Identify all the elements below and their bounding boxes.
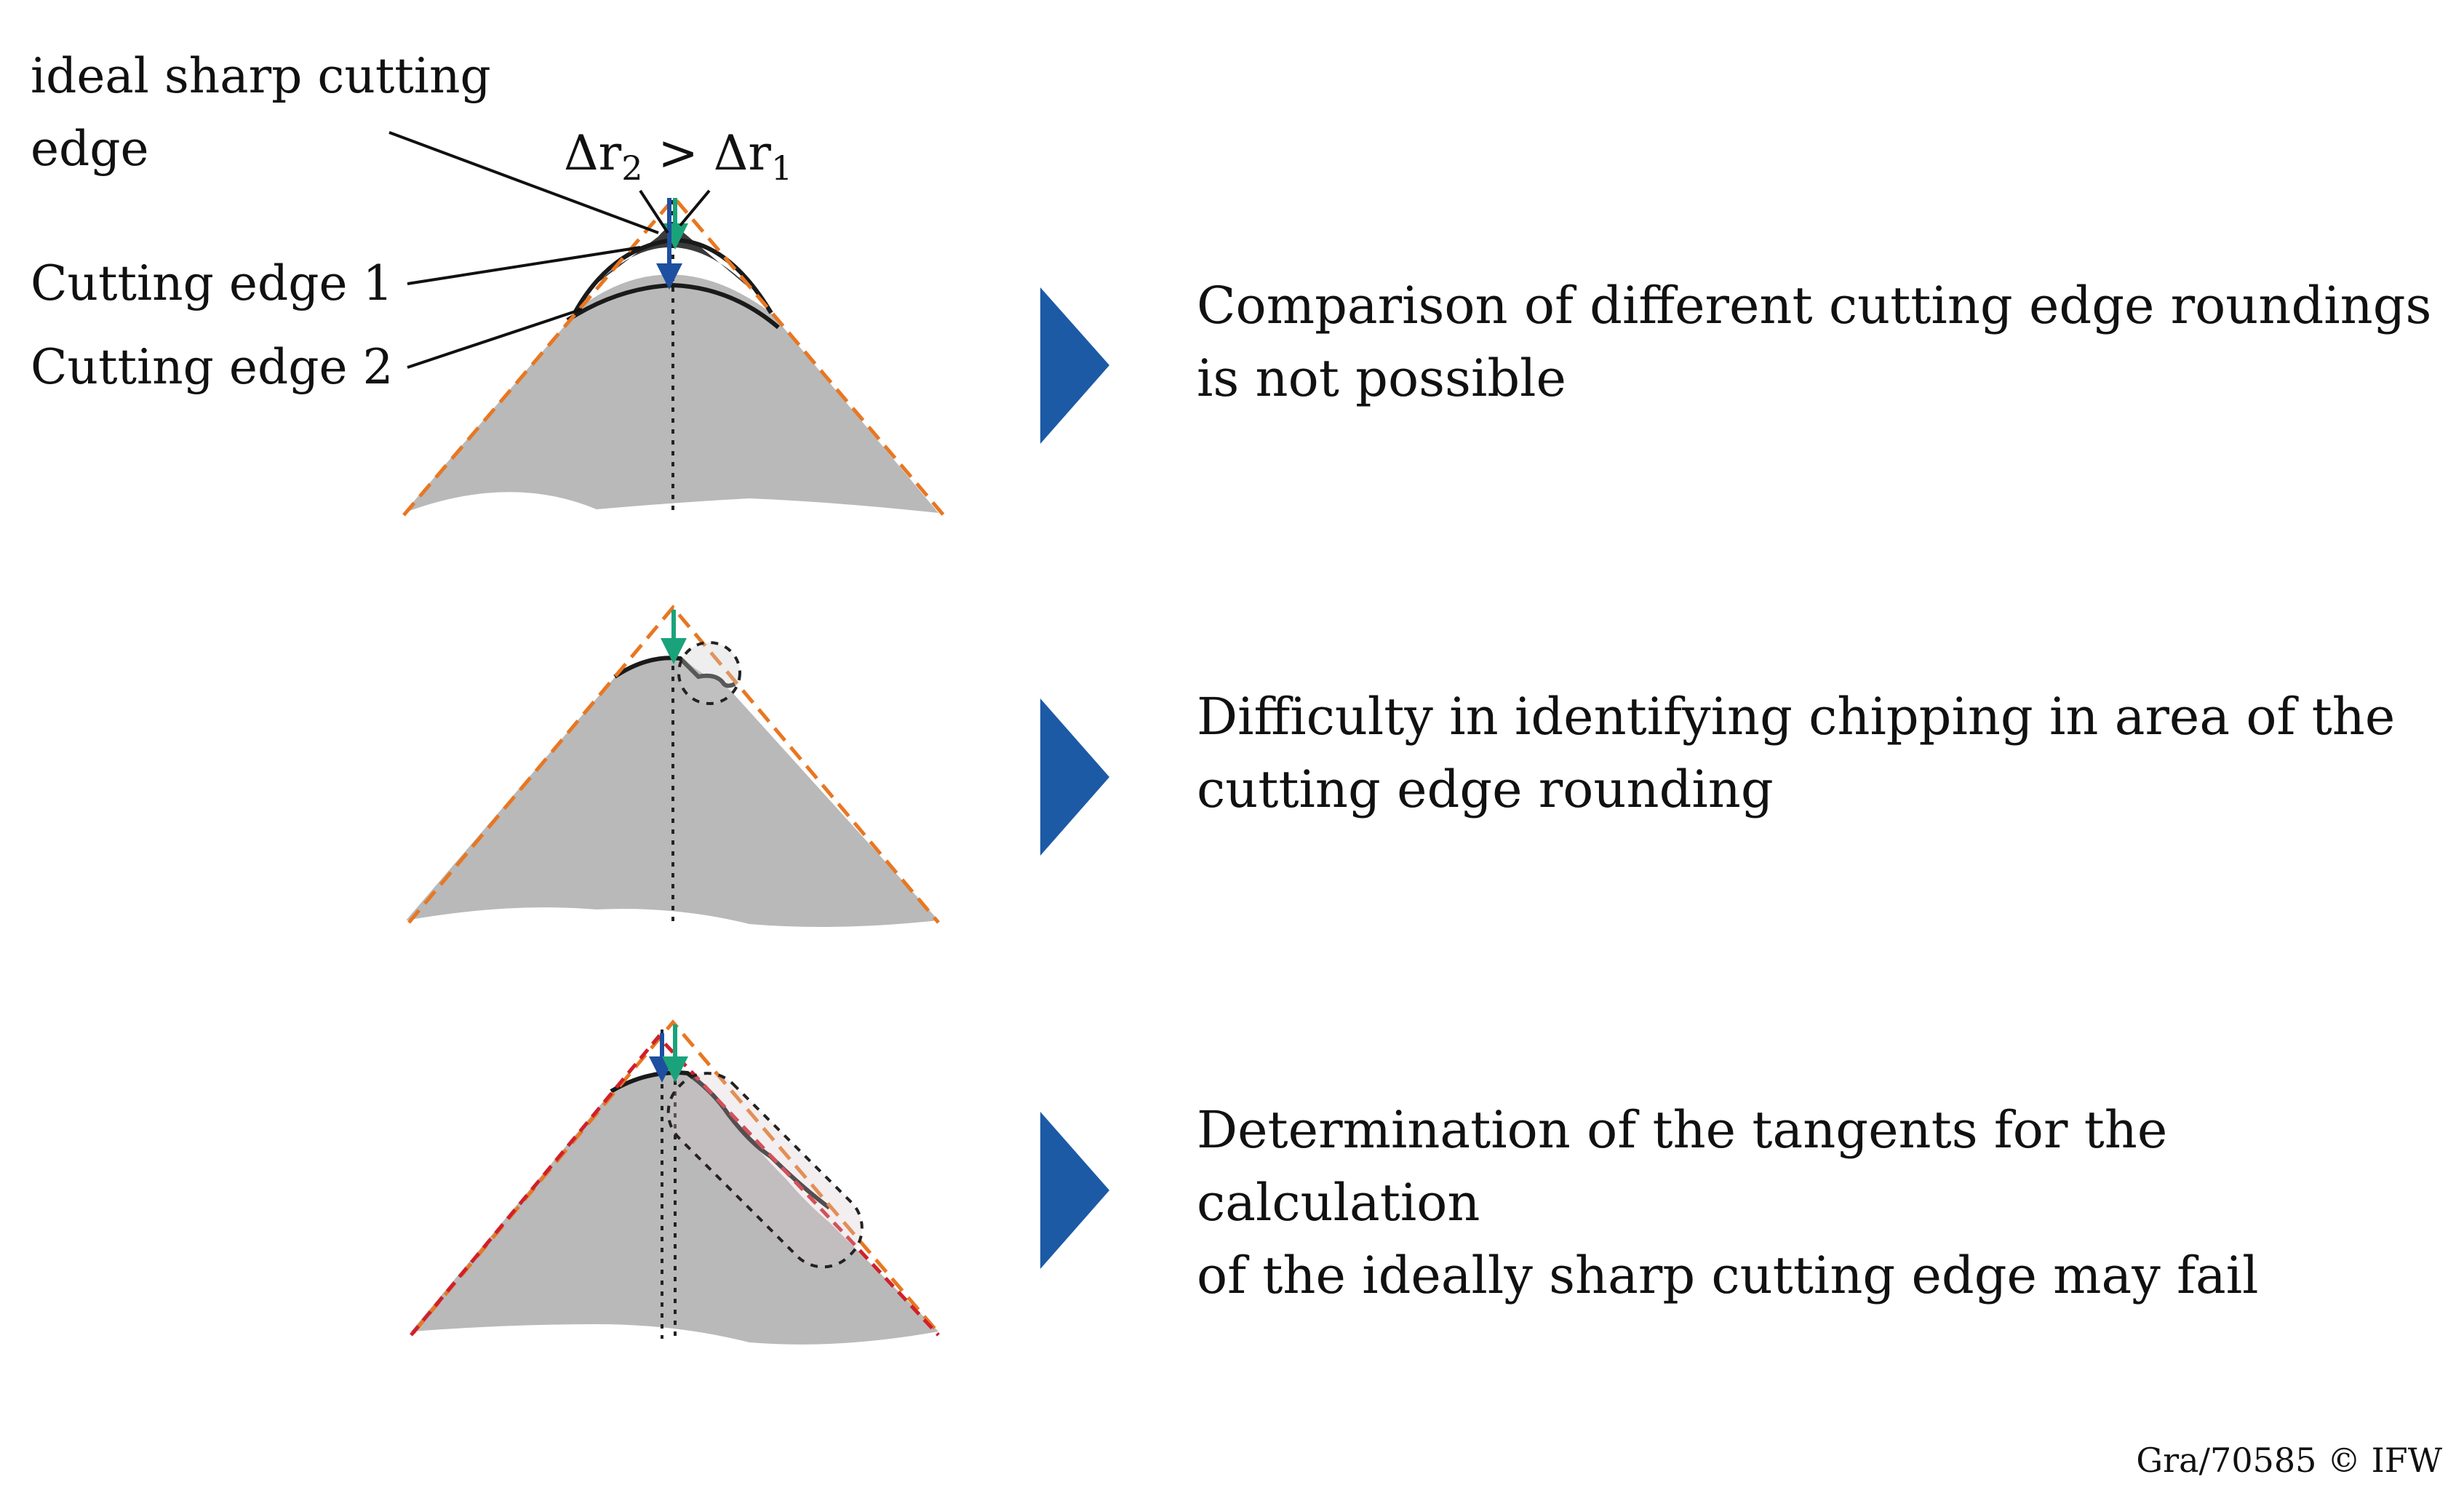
delta-r-comparison: Δr2 > Δr1 (564, 125, 792, 188)
row-2-figure (406, 605, 940, 927)
row-2-description: Difficulty in identifying chipping in ar… (1197, 687, 2396, 819)
row-1-description: Comparison of different cutting edge rou… (1197, 276, 2432, 408)
leader-cutting-edge-1 (407, 246, 641, 285)
leader-cutting-edge-2 (407, 308, 583, 369)
leader-delta-r1 (679, 189, 711, 227)
row-3-figure (410, 1019, 940, 1345)
cutting-edge-outline-2 (613, 656, 736, 688)
delta-compare-sign: > (642, 125, 714, 181)
delta-r2-symbol: Δr (564, 125, 622, 181)
delta-r1-sub: 1 (770, 148, 793, 188)
row-1-figure (388, 131, 945, 517)
label-ideal-sharp-edge-line1: ideal sharp cutting (31, 48, 491, 104)
footer-credit: Gra/70585 © IFW (2136, 1441, 2442, 1480)
chevron-arrow-1 (1040, 287, 1109, 444)
chevron-arrow-3 (1040, 1112, 1109, 1269)
delta-r2-sub: 2 (621, 148, 643, 188)
chipping-highlight-circle (677, 641, 741, 705)
label-cutting-edge-2: Cutting edge 2 (31, 339, 394, 395)
ideal-tangent-1 (402, 195, 945, 517)
tangent-failure-highlight (666, 1072, 864, 1269)
ideal-tangent-2 (407, 605, 940, 924)
tool-body-3 (411, 1071, 938, 1345)
label-ideal-sharp-edge-line2: edge (31, 121, 149, 177)
leader-ideal-edge (388, 131, 659, 234)
chevron-arrow-2 (1040, 698, 1109, 856)
tool-body-2 (406, 656, 938, 927)
delta-r1-symbol: Δr (713, 125, 771, 181)
tool-body-1 (404, 274, 938, 513)
row-3-description: Determination of the tangents for the ca… (1197, 1100, 2259, 1305)
label-cutting-edge-1: Cutting edge 1 (31, 255, 394, 311)
leader-delta-r2 (639, 189, 669, 234)
alt-tangent-3 (410, 1034, 940, 1337)
